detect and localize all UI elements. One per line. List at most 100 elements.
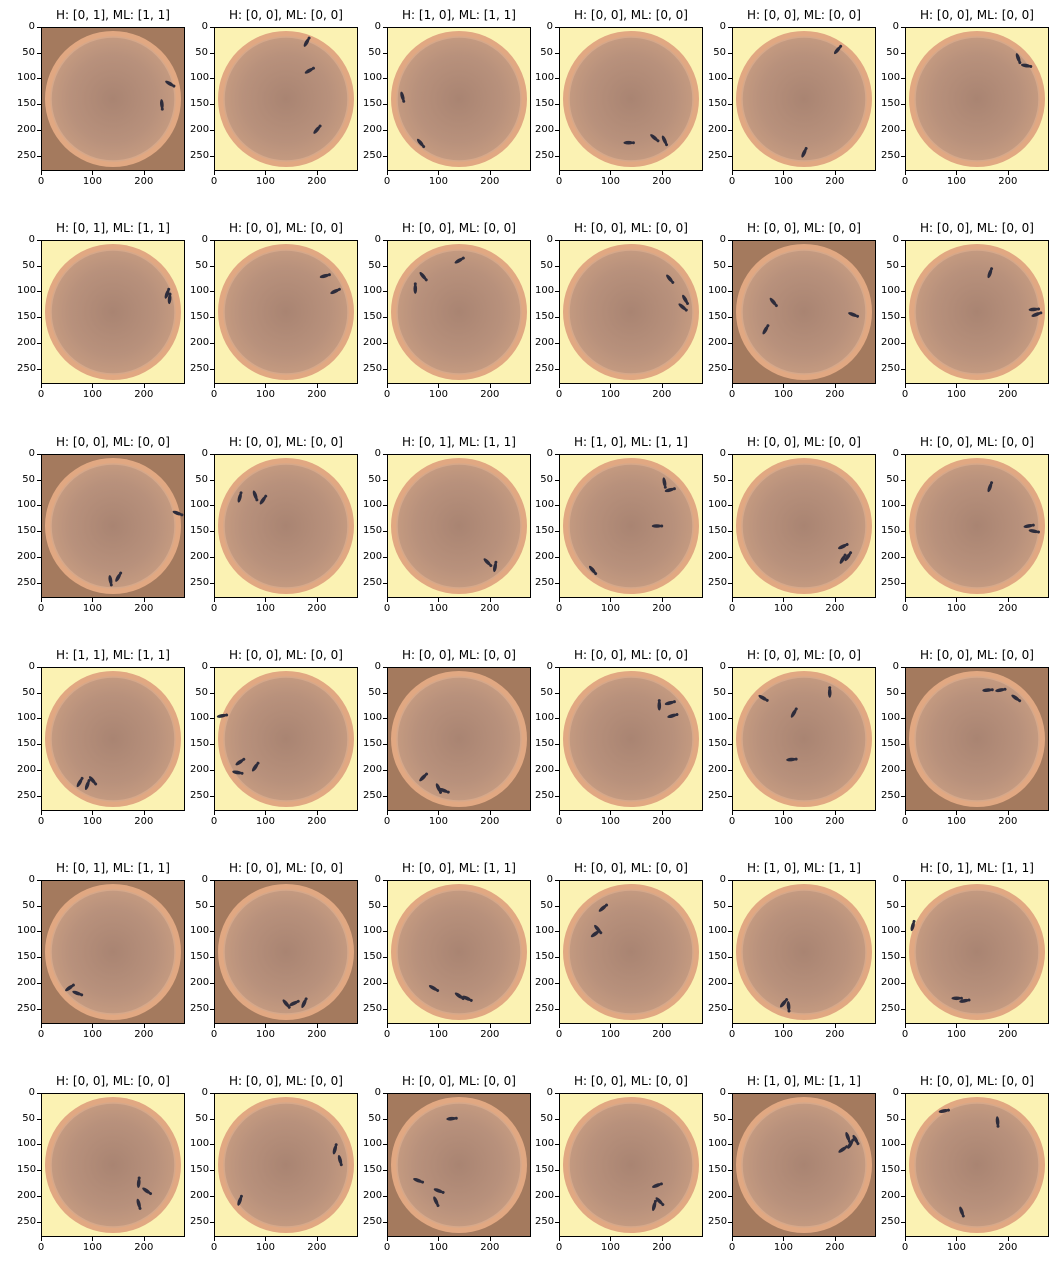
y-tick-label: 50: [17, 474, 41, 485]
x-tick-label: 0: [372, 811, 402, 827]
ant-mark: [678, 303, 688, 312]
ant-mark: [337, 1155, 343, 1167]
y-tick-label: 50: [708, 47, 732, 58]
x-tick-label: 0: [717, 598, 747, 614]
x-tick-label: 0: [544, 384, 574, 400]
y-tick-label: 0: [363, 1088, 387, 1098]
y-tick-label: 100: [190, 925, 214, 937]
y-tick-label: 150: [17, 525, 41, 537]
y-tick-label: 150: [190, 311, 214, 323]
y-tick-label: 250: [535, 362, 559, 374]
panel-title: H: [0, 0], ML: [0, 0]: [920, 8, 1034, 22]
ant-mark: [959, 998, 971, 1003]
ant-mark: [462, 995, 473, 1002]
x-tick-label: 100: [77, 811, 107, 827]
panel-title: H: [0, 0], ML: [0, 0]: [402, 1074, 516, 1088]
y-tick-label: 250: [708, 362, 732, 374]
y-tick-label: 0: [881, 1088, 905, 1098]
image-panel: H: [0, 0], ML: [0, 0] 0 50 100 150 200 250 0 100…: [17, 1074, 185, 1253]
image-panel: H: [0, 0], ML: [0, 0] 0 50 100 150 200 250 0 100…: [190, 648, 358, 827]
x-tick-label: 0: [372, 384, 402, 400]
y-tick-label: 0: [190, 449, 214, 459]
y-tick-label: 250: [881, 149, 905, 161]
x-tick-label: 100: [595, 1024, 625, 1040]
ant-mark: [982, 688, 994, 692]
x-tick-label: 100: [423, 1024, 453, 1040]
ant-mark: [237, 1194, 243, 1206]
y-tick-label: 100: [881, 925, 905, 937]
petri-dish-image: [905, 454, 1049, 598]
y-tick-label: 250: [708, 789, 732, 801]
petri-dish-image: [559, 27, 703, 171]
panel-title: H: [0, 0], ML: [0, 0]: [920, 435, 1034, 449]
x-tick-label: 0: [544, 811, 574, 827]
ant-mark: [769, 297, 778, 308]
y-tick-label: 100: [17, 925, 41, 937]
y-tick-label: 250: [708, 576, 732, 588]
ant-mark: [938, 1108, 950, 1113]
y-tick-label: 200: [881, 763, 905, 775]
ant-mark: [655, 1197, 665, 1207]
x-tick-label: 0: [26, 598, 56, 614]
petri-dish-image: [387, 27, 531, 171]
ant-mark: [413, 1178, 425, 1184]
y-tick-label: 100: [708, 72, 732, 84]
petri-dish-image: [905, 1093, 1049, 1237]
panel-title: H: [0, 0], ML: [0, 0]: [229, 221, 343, 235]
y-tick-label: 50: [535, 47, 559, 58]
y-tick-label: 200: [363, 763, 387, 775]
ant-mark: [167, 292, 172, 305]
petri-dish-image: [905, 880, 1049, 1024]
y-tick-label: 150: [708, 525, 732, 537]
x-tick-label: 100: [595, 171, 625, 187]
x-tick-label: 200: [129, 1024, 159, 1040]
y-tick-label: 250: [190, 789, 214, 801]
x-tick-label: 200: [647, 1024, 677, 1040]
ant-mark: [446, 1116, 458, 1121]
panel-title: H: [0, 0], ML: [0, 0]: [574, 221, 688, 235]
y-tick-label: 250: [17, 149, 41, 161]
y-tick-label: 50: [535, 900, 559, 911]
y-tick-label: 200: [17, 550, 41, 562]
ant-mark: [237, 491, 243, 503]
y-tick-label: 150: [363, 1164, 387, 1176]
x-tick-label: 100: [423, 811, 453, 827]
y-tick-label: 150: [708, 311, 732, 323]
x-tick-label: 100: [77, 384, 107, 400]
petri-dish-image: [905, 667, 1049, 811]
y-tick-label: 150: [190, 1164, 214, 1176]
image-panel: H: [0, 1], ML: [1, 1] 0 50 100 150 200 250 0 100…: [17, 8, 185, 187]
y-tick-label: 0: [708, 449, 732, 459]
ant-mark: [1020, 63, 1033, 68]
ant-mark: [1023, 523, 1035, 528]
y-tick-label: 150: [881, 311, 905, 323]
petri-dish-image: [559, 880, 703, 1024]
y-tick-label: 200: [708, 550, 732, 562]
y-tick-label: 200: [708, 763, 732, 775]
image-panel: H: [0, 0], ML: [0, 0] 0 50 100 150 200 250 0 100…: [190, 8, 358, 187]
panel-title: H: [1, 0], ML: [1, 1]: [747, 1074, 861, 1088]
y-tick-label: 250: [708, 1002, 732, 1014]
ant-mark: [330, 287, 341, 295]
ant-mark: [400, 91, 406, 103]
ant-mark: [301, 997, 308, 1009]
y-tick-label: 50: [708, 1113, 732, 1124]
y-tick-label: 200: [708, 1189, 732, 1201]
y-tick-label: 250: [190, 149, 214, 161]
y-tick-label: 0: [363, 235, 387, 245]
y-tick-label: 200: [881, 976, 905, 988]
ant-mark: [88, 776, 98, 786]
panel-title: H: [0, 1], ML: [1, 1]: [920, 861, 1034, 875]
petri-dish-image: [732, 880, 876, 1024]
ant-mark: [666, 274, 675, 284]
y-tick-label: 200: [17, 1189, 41, 1201]
y-tick-label: 0: [535, 875, 559, 885]
petri-dish-image: [387, 880, 531, 1024]
ant-mark: [590, 929, 601, 938]
y-tick-label: 200: [17, 336, 41, 348]
image-panel: H: [0, 0], ML: [0, 0] 0 50 100 150 200 250 0 100…: [535, 861, 703, 1040]
panel-title: H: [0, 0], ML: [0, 0]: [920, 221, 1034, 235]
x-tick-label: 200: [302, 1024, 332, 1040]
x-tick-label: 100: [77, 171, 107, 187]
panel-title: H: [0, 1], ML: [1, 1]: [402, 435, 516, 449]
